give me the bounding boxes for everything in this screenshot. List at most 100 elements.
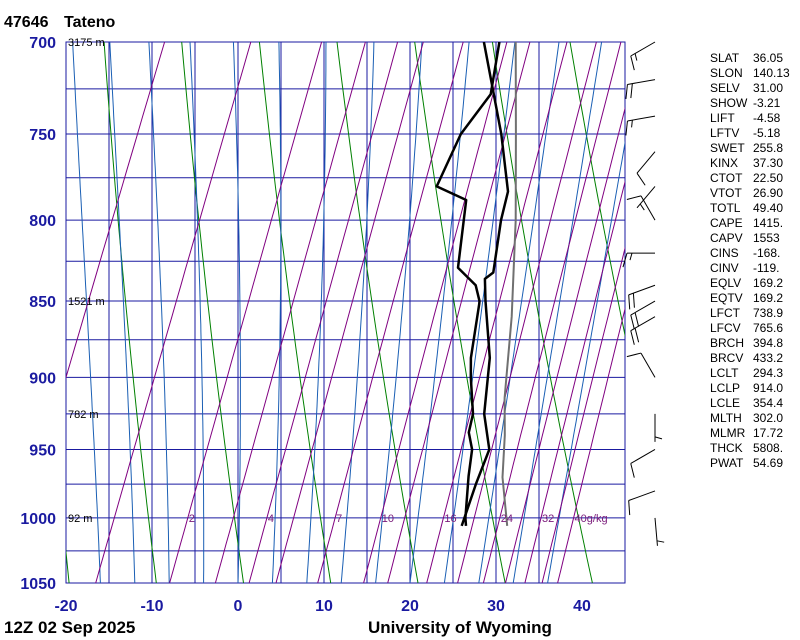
height-labels: 3175 m 1521 m 782 m 92 m <box>68 37 105 525</box>
station-id: 47646 <box>4 14 49 31</box>
wind-barb <box>625 115 656 136</box>
index-value: 394.8 <box>753 336 783 350</box>
index-name: TOTL <box>710 201 741 215</box>
barb-flag <box>625 120 628 136</box>
wind-barb <box>630 449 656 478</box>
temperature-tick-label: 20 <box>401 598 419 615</box>
height-label: 3175 m <box>68 37 105 49</box>
index-value: -119. <box>753 261 779 275</box>
background-lines <box>66 42 625 583</box>
wind-barb <box>630 316 656 345</box>
index-name: SELV <box>710 81 740 95</box>
index-name: MLTH <box>710 411 742 425</box>
barb-flag <box>628 294 631 310</box>
temperature-grid <box>108 42 540 583</box>
moist-adiabat <box>306 42 327 583</box>
mixing-ratio-line <box>524 179 625 583</box>
index-name: VTOT <box>710 186 742 200</box>
moist-adiabat <box>340 42 375 583</box>
index-value: 738.9 <box>753 306 783 320</box>
index-value: 1553 <box>753 231 780 245</box>
index-name: SLAT <box>710 51 740 65</box>
barb-staff <box>654 517 658 546</box>
wind-barb <box>654 413 663 442</box>
index-name: PWAT <box>710 456 744 470</box>
station-name: Tateno <box>64 14 115 31</box>
temperature-tick-label: -20 <box>54 598 77 615</box>
mixing-ratio-line <box>275 42 424 583</box>
index-value: 140.13 <box>753 66 790 80</box>
index-value: 37.30 <box>753 156 783 170</box>
chart-header: 47646 Tateno <box>4 14 115 31</box>
barb-staff <box>636 151 656 174</box>
index-value: 169.2 <box>753 291 783 305</box>
temperature-tick-label: 0 <box>234 598 243 615</box>
mixing-ratio-line <box>95 42 252 583</box>
barb-staff <box>628 490 656 501</box>
index-value: 54.69 <box>753 456 783 470</box>
mixing-ratio-line <box>557 307 625 583</box>
chart-footer: 12Z 02 Sep 2025 University of Wyoming <box>4 618 552 637</box>
dry-adiabat <box>66 547 70 583</box>
index-name: LCLE <box>710 396 740 410</box>
mixing-ratio-line <box>387 42 531 583</box>
index-name: THCK <box>710 441 743 455</box>
moist-adiabat <box>375 42 423 583</box>
barb-flag <box>626 195 642 200</box>
index-value: 5808. <box>753 441 783 455</box>
index-name: LFCT <box>710 306 741 320</box>
index-name: BRCV <box>710 351 743 365</box>
mixing-ratio-line <box>248 42 399 583</box>
index-name: CINV <box>710 261 739 275</box>
barb-flag <box>626 352 642 358</box>
index-name: CAPE <box>710 216 743 230</box>
mixing-ratio-label: 32 <box>542 513 554 525</box>
moist-adiabat <box>148 42 170 583</box>
barb-flag <box>625 84 628 99</box>
height-label: 782 m <box>68 409 99 421</box>
barb-flag <box>632 293 635 308</box>
data-source: University of Wyoming <box>368 618 552 637</box>
barb-staff <box>628 284 656 296</box>
mixing-ratio-line <box>214 42 366 583</box>
barb-flag <box>630 314 635 330</box>
barb-flag <box>636 172 646 186</box>
wind-barb <box>626 352 656 378</box>
height-label: 92 m <box>68 513 92 525</box>
index-value: 169.2 <box>753 276 783 290</box>
index-name: KINX <box>710 156 738 170</box>
moist-adiabat <box>512 42 603 583</box>
height-label: 1521 m <box>68 296 105 308</box>
moist-adiabat <box>409 42 470 583</box>
temperature-axis-labels: -20 -10 0 10 20 30 40 <box>54 598 591 615</box>
moist-adiabat <box>189 42 205 583</box>
index-value: -168. <box>753 246 780 260</box>
index-value: -5.18 <box>753 126 781 140</box>
pressure-axis-labels: 700 750 800 850 900 950 1000 1050 <box>20 35 56 593</box>
index-name: SHOW <box>710 96 748 110</box>
index-value: 354.4 <box>753 396 783 410</box>
index-value: 17.72 <box>753 426 783 440</box>
barb-staff <box>627 79 656 85</box>
pressure-tick-label: 1000 <box>20 511 56 528</box>
wind-barb <box>622 252 655 268</box>
wind-barb <box>626 195 656 221</box>
wind-barb <box>636 151 656 186</box>
index-value: 1415. <box>753 216 783 230</box>
wind-barb <box>636 186 656 211</box>
mixing-ratio-line <box>541 246 625 583</box>
pressure-tick-label: 1050 <box>20 576 56 593</box>
index-value: -3.21 <box>753 96 781 110</box>
barb-flag <box>634 312 640 327</box>
index-name: SLON <box>710 66 743 80</box>
pressure-tick-label: 700 <box>29 35 56 52</box>
index-value: 49.40 <box>753 201 783 215</box>
stability-indices: SLAT 36.05 SLON 140.13 SELV 31.00 SHOW -3.21 LIF… <box>710 51 790 470</box>
mixing-ratio-line <box>66 42 166 380</box>
index-value: 26.90 <box>753 186 783 200</box>
pressure-tick-label: 900 <box>29 370 56 387</box>
index-name: CAPV <box>710 231 743 245</box>
moist-adiabat <box>109 42 136 583</box>
index-value: 22.50 <box>753 171 783 185</box>
wind-barb <box>628 490 656 516</box>
